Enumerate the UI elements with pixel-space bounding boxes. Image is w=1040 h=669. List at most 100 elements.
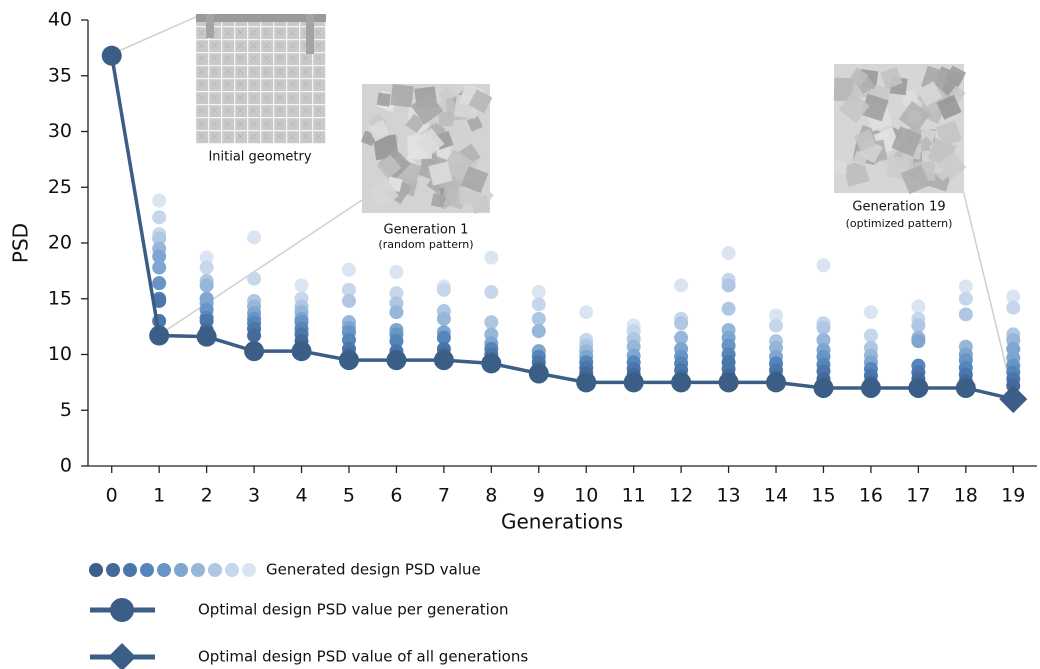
connector	[962, 189, 1015, 400]
generated-point	[341, 293, 356, 308]
generated-point	[721, 278, 736, 293]
y-tick-label: 0	[60, 455, 72, 477]
x-tick-label: 4	[295, 485, 307, 507]
optimal-point	[196, 326, 217, 347]
generated-point	[294, 278, 309, 293]
generated-point	[531, 285, 546, 300]
generated-point	[199, 278, 214, 293]
inset-shape	[842, 160, 870, 187]
legend-swatch	[123, 563, 137, 577]
optimal-point	[671, 372, 692, 393]
legend-marker	[110, 598, 134, 622]
x-tick-label: 19	[1001, 485, 1025, 507]
generated-point	[152, 276, 167, 291]
generated-point	[199, 260, 214, 275]
inset-shape	[410, 92, 444, 125]
x-tick-label: 17	[906, 485, 930, 507]
inset-shape	[368, 178, 399, 209]
y-tick-label: 30	[48, 120, 72, 142]
inset-shape	[466, 115, 483, 132]
inset-subcaption: (optimized pattern)	[846, 217, 953, 230]
optimal-point	[766, 372, 787, 393]
generated-point	[816, 258, 831, 273]
inset-shape	[917, 81, 943, 107]
inset-shape	[428, 161, 453, 186]
x-axis-title: Generations	[501, 510, 623, 534]
generated-point	[484, 315, 499, 330]
plot	[101, 45, 1028, 414]
generated-point	[199, 250, 214, 265]
inset-shapes	[833, 65, 967, 194]
inset-caption: Generation 19	[852, 200, 945, 215]
inset-shape	[833, 160, 848, 175]
legend-marker	[108, 643, 136, 669]
inset-shape	[937, 151, 967, 181]
inset-shape	[860, 93, 889, 122]
generated-point	[389, 264, 404, 279]
inset-shape	[891, 126, 922, 157]
inset-shape	[461, 166, 489, 194]
x-tick-label: 0	[106, 485, 118, 507]
inset-shape	[900, 164, 931, 194]
legend-swatch	[208, 563, 222, 577]
optimal-point	[433, 350, 454, 371]
legend-swatch	[242, 563, 256, 577]
y-tick-label: 25	[48, 176, 72, 198]
generated-point	[911, 299, 926, 314]
generated-point	[579, 305, 594, 320]
connector	[158, 199, 363, 336]
legend-swatch	[174, 563, 188, 577]
generated-point	[911, 318, 926, 333]
generated-point	[152, 260, 167, 275]
generated-point	[152, 231, 167, 246]
generated-point	[863, 305, 878, 320]
optimal-point	[576, 372, 597, 393]
x-tick-label: 15	[811, 485, 835, 507]
inset-subcaption: (random pattern)	[378, 238, 473, 251]
optimal-point	[813, 377, 834, 398]
inset-shape	[390, 83, 414, 108]
generated-point	[1006, 289, 1021, 304]
inset-shape	[415, 127, 445, 157]
optimal-point	[481, 353, 502, 374]
x-tick-label: 3	[248, 485, 260, 507]
y-tick-label: 35	[48, 64, 72, 86]
optimal-point	[908, 377, 929, 398]
inset-shape	[368, 119, 390, 142]
generated-point	[247, 271, 262, 286]
inset-shape	[945, 65, 967, 87]
inset-caption: Generation 1	[384, 223, 469, 238]
optimal-point	[528, 363, 549, 384]
generated-point	[816, 333, 831, 348]
legend-swatch	[225, 563, 239, 577]
generated-point	[958, 291, 973, 306]
optimal-point	[860, 377, 881, 398]
x-tick-label: 5	[343, 485, 355, 507]
inset-shape	[849, 67, 869, 87]
inset-image	[196, 14, 326, 144]
y-tick-label: 10	[48, 343, 72, 365]
inset-shape	[430, 193, 446, 208]
generated-point	[389, 334, 404, 349]
y-axis-title: PSD	[9, 223, 33, 263]
optimal-point	[386, 350, 407, 371]
generated-point	[674, 278, 689, 293]
inset-shape	[376, 154, 402, 179]
generated-point	[389, 305, 404, 320]
x-tick-label: 11	[622, 485, 646, 507]
optimal-point	[101, 45, 122, 66]
legend-label: Generated design PSD value	[266, 561, 481, 579]
generated-point	[484, 285, 499, 300]
generated-point	[247, 230, 262, 245]
inset-shape	[936, 94, 962, 120]
optimal-point	[149, 325, 170, 346]
generated-point	[674, 316, 689, 331]
connectors	[111, 15, 1015, 400]
generated-point	[152, 193, 167, 208]
generated-point	[958, 279, 973, 294]
optimal-point	[955, 377, 976, 398]
generated-point	[816, 320, 831, 335]
x-tick-label: 1	[153, 485, 165, 507]
